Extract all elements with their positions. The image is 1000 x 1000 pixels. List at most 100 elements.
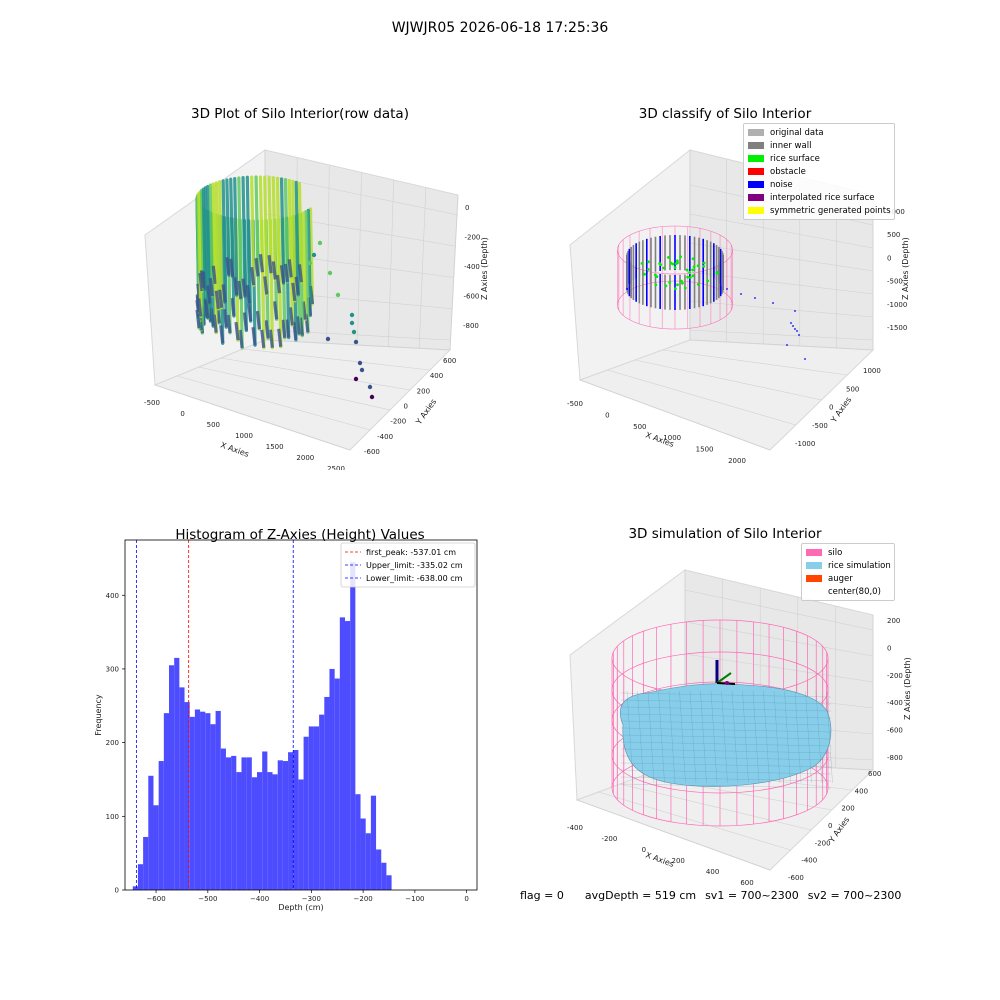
grid-line [684,653,874,683]
data-point-column [214,181,220,311]
rice-surface-point [696,283,700,286]
histogram-bar [319,714,325,890]
histogram-bar [298,779,304,890]
data-point-column [263,175,269,297]
histogram-bar [288,752,294,890]
y-tick-label: 300 [106,665,119,673]
legend-label: auger [828,573,853,584]
classify-x-tick-label: 0 [605,411,609,419]
grid-line [620,783,812,831]
simulation-y-tick-label: 200 [841,805,854,813]
footer-sv2: sv2 = 700~2300 [807,889,902,902]
legend-frame [340,542,476,588]
data-point-column-base [238,329,244,349]
histogram-bar [370,795,377,890]
legend-label: silo [828,547,843,558]
grid-line [154,384,351,451]
classify-z-tick-label: -1000 [887,301,907,309]
histogram-bar [200,711,206,890]
data-point-column-base [260,329,266,349]
classify-y-tick-label: 0 [829,404,833,412]
data-point-column-base [283,263,290,283]
data-point-column-base [198,272,204,292]
rice-surface-point [681,281,684,285]
data-point-column-base [277,328,283,347]
classify-y-tick-label: -500 [812,422,828,430]
rice-surface-point [667,256,670,259]
data-point-column-base [233,276,239,296]
simulation-y-tick-label: -600 [788,874,804,882]
simulation-x-tick-label: 0 [642,846,646,854]
histogram-bar [376,849,382,890]
classify-x-tick-label: 1000 [663,434,681,442]
x-tick-label: −300 [302,895,321,903]
rice-surface-point [664,284,668,288]
rice-surface-point [702,265,706,268]
simulation-x-tick-label: 600 [740,879,753,887]
grid-line [220,357,411,391]
classify-x-tick-label: 2000 [728,457,746,465]
panel-classify-3d: 3D classify of Silo Interior -500 0 500 100… [555,95,915,470]
noise-point [790,322,792,324]
histogram-legend: first_peak: -537.01 cm Upper_limit: -335.… [340,542,476,588]
histogram-bar [205,713,211,890]
rice-surface-point [643,272,646,276]
histogram-bar [339,617,345,890]
histogram-bar [324,696,330,890]
legend-entry: rice surface [744,152,894,165]
legend-swatch [748,142,764,149]
rice-mesh-line [620,706,832,712]
data-point [335,292,341,298]
histogram-bar [194,709,201,890]
data-point-column-base [250,266,256,286]
histogram-bar [231,755,237,890]
rice-mesh-line [637,690,644,784]
classify-z-tick-label: 500 [887,231,900,239]
grid-line [684,589,874,631]
simulation-x-label: X Axies [644,850,675,869]
data-point-column [218,180,224,310]
simulation-y-tick-label: -200 [815,839,831,847]
histogram-bar [132,886,138,890]
histogram-bar [179,687,185,890]
histogram-bar [293,750,299,890]
data-point-column-base [275,274,282,294]
data-point [349,312,355,318]
data-point [353,339,359,345]
rice-surface-point [688,270,692,274]
histogram-bar [137,864,144,890]
histogram-bar [365,833,371,890]
figure-suptitle: WJWJR05 2026-06-18 17:25:36 [0,17,1000,36]
rice-surface-point [691,274,695,278]
rice-surface-point [669,261,673,265]
rice-mesh-line [647,690,655,784]
data-point-column-base [263,276,269,295]
grid-line [242,348,431,371]
raw-x-tick-label: 500 [207,421,220,429]
legend-swatch [748,181,764,188]
rice-mesh-line [784,690,791,784]
simulation-z-label: Z Axies (Depth) [903,657,912,720]
legend-swatch [748,129,764,136]
data-point-column-base [203,299,209,318]
raw-y-label: Y Axies [414,397,439,427]
data-point-column [245,175,251,305]
data-point-column-base [285,319,291,338]
footer-sv1: sv1 = 700~2300 [705,889,799,902]
histogram-bar [225,757,232,890]
histogram-x-label: Depth (cm) [278,903,323,912]
simulation-z-tick-label: 0 [887,644,891,652]
legend-swatch [748,155,764,162]
legend-entry: interpolated rice surface [744,191,894,204]
raw-z-tick-label: -600 [464,293,480,301]
raw-y-tick-label: 200 [417,387,430,395]
histogram-bar [169,665,175,890]
histogram-chart: −600 −500 −400 −300 −200 −100 0 0 100 200 300 400 D… [94,539,478,912]
data-point [327,270,333,276]
raw-x-label: X Axies [219,440,250,459]
histogram-bar [148,775,154,890]
x-tick-label: −400 [250,895,269,903]
data-point [369,394,375,400]
raw-z-tick-label: -800 [463,322,479,330]
simulation-x-tick-label: 200 [672,857,685,865]
